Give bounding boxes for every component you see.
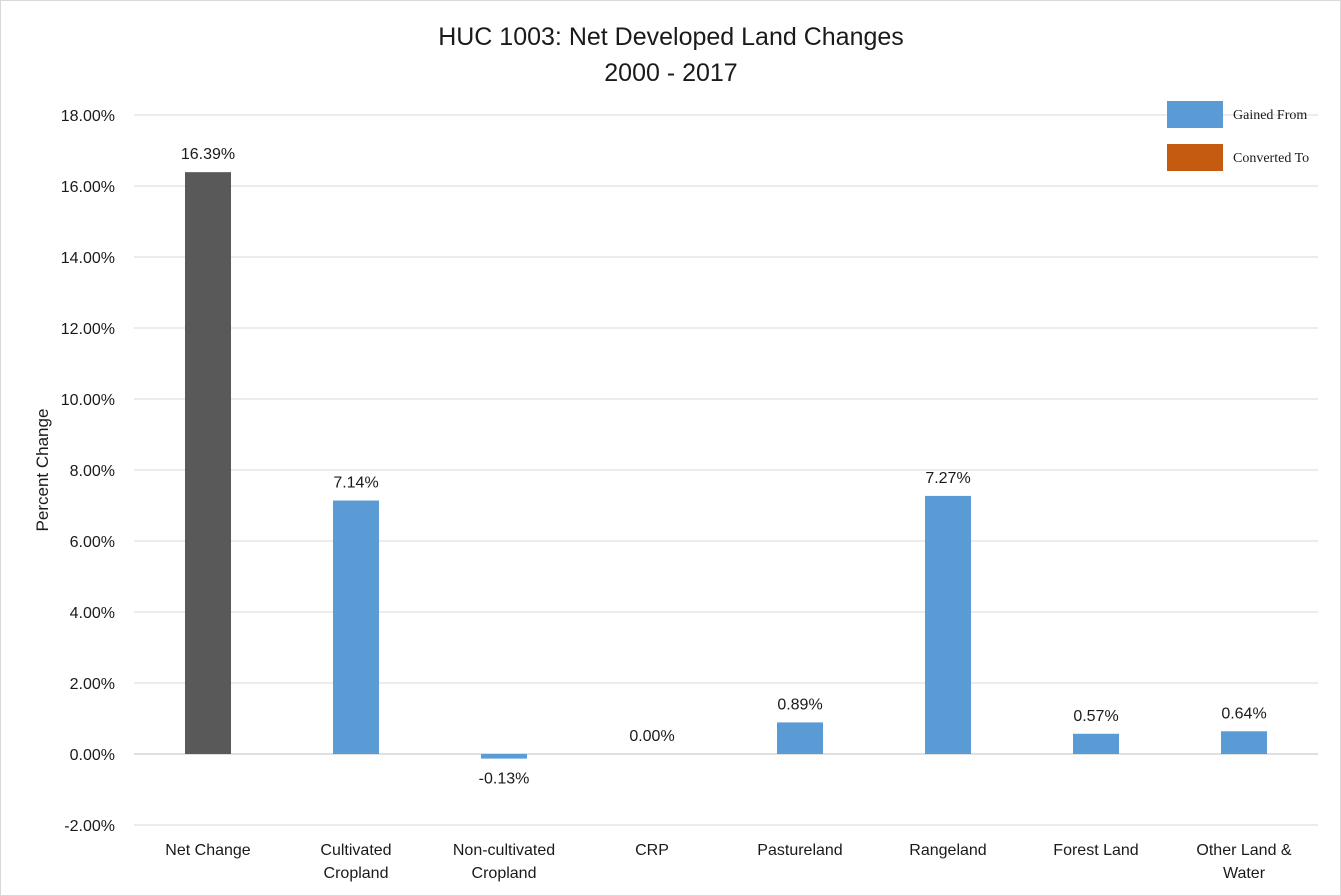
bar (1221, 731, 1267, 754)
y-axis-label: Percent Change (33, 409, 52, 532)
x-tick-label: Cultivated Cropland (320, 842, 391, 882)
chart-subtitle: 2000 - 2017 (604, 59, 737, 87)
gridlines (134, 114, 1318, 826)
legend-label: Gained From (1233, 108, 1307, 123)
data-label: 0.57% (1073, 708, 1118, 725)
x-tick-label: Net Change (165, 842, 250, 859)
y-tick-label: 8.00% (70, 463, 115, 480)
y-tick-label: -2.00% (64, 818, 115, 835)
bar (333, 500, 379, 754)
y-axis-ticks: -2.00% 0.00% 2.00% 4.00% 6.00% 8.00% 10.00% 12.… (61, 108, 115, 835)
x-axis-categories: Net Change Cultivated Cropland Non-cultivat… (165, 842, 1292, 882)
y-tick-label: 4.00% (70, 605, 115, 622)
legend-label: Converted To (1233, 151, 1309, 166)
bar (1073, 733, 1119, 754)
bar (925, 495, 971, 754)
y-tick-label: 6.00% (70, 534, 115, 551)
x-tick-label: CRP (635, 842, 669, 859)
y-tick-label: 16.00% (61, 179, 115, 196)
bar (481, 754, 527, 759)
bar (185, 172, 231, 754)
x-tick-label: Non-cultivated Cropland (453, 842, 555, 882)
data-label: 0.89% (777, 696, 822, 713)
data-label: 0.00% (629, 728, 674, 745)
data-label: 7.27% (925, 470, 970, 487)
data-label: 0.64% (1221, 705, 1266, 722)
y-tick-label: 14.00% (61, 250, 115, 267)
chart-title: HUC 1003: Net Developed Land Changes (438, 23, 904, 51)
data-labels: 16.39% 7.14% -0.13% 0.00% 0.89% 7.27% 0.57% 0.6… (181, 146, 1267, 787)
y-tick-label: 0.00% (70, 747, 115, 764)
data-label: 16.39% (181, 146, 235, 163)
x-tick-label: Other Land & Water (1196, 842, 1292, 882)
x-tick-label: Forest Land (1053, 842, 1138, 859)
y-tick-label: 12.00% (61, 321, 115, 338)
y-tick-label: 10.00% (61, 392, 115, 409)
legend-swatch (1167, 144, 1223, 171)
legend-swatch (1167, 101, 1223, 128)
bar (777, 722, 823, 754)
data-label: -0.13% (479, 771, 530, 788)
y-tick-label: 2.00% (70, 676, 115, 693)
data-label: 7.14% (333, 475, 378, 492)
x-tick-label: Rangeland (909, 842, 986, 859)
legend: Gained From Converted To (1167, 101, 1309, 171)
y-tick-label: 18.00% (61, 108, 115, 125)
x-tick-label: Pastureland (757, 842, 842, 859)
bars (185, 172, 1267, 759)
